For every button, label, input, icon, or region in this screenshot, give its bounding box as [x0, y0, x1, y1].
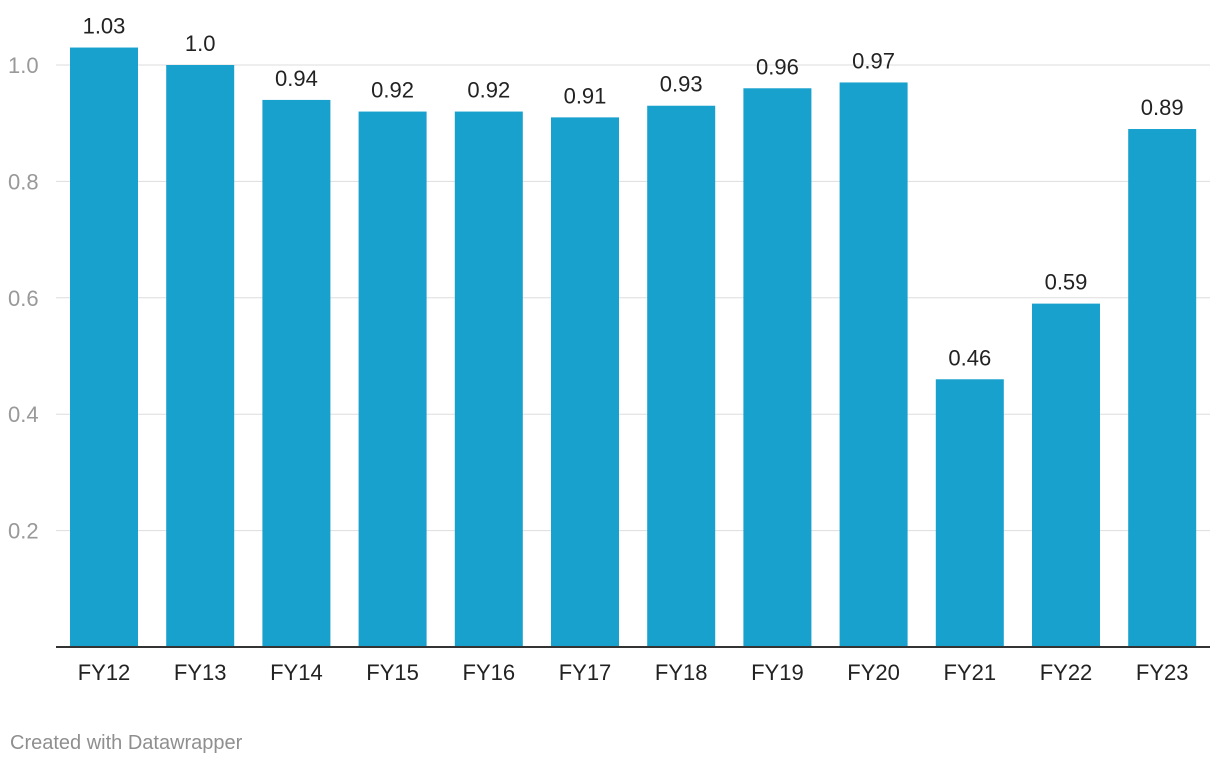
data-label: 0.59 [1045, 270, 1088, 295]
bar-fy13[interactable] [166, 65, 235, 647]
data-label: 0.91 [564, 83, 607, 108]
bar-fy12[interactable] [70, 47, 138, 648]
data-label: 0.46 [948, 345, 991, 370]
bar-fy17[interactable] [551, 117, 619, 647]
axes: FY12 FY13 FY14 FY15 FY16 FY17 FY18 FY19 FY20 FY21… [56, 646, 1210, 685]
data-label: 1.0 [185, 31, 216, 56]
x-tick-label: FY22 [1040, 660, 1093, 685]
bar-fy18[interactable] [647, 105, 716, 648]
data-label: 0.89 [1141, 95, 1184, 120]
x-tick-label: FY14 [270, 660, 323, 685]
data-label: 0.97 [852, 48, 895, 73]
gridlines: 0.2 0.4 0.6 0.8 1.0 [8, 53, 1210, 544]
bar-fy20[interactable] [839, 82, 908, 647]
y-tick-label: 1.0 [8, 53, 39, 78]
x-tick-label: FY19 [751, 660, 804, 685]
bar-fy22[interactable] [1032, 303, 1100, 647]
x-tick-label: FY23 [1136, 660, 1189, 685]
bar-fy19[interactable] [743, 88, 812, 647]
x-tick-label: FY18 [655, 660, 708, 685]
data-label: 0.92 [467, 78, 510, 103]
value-labels: 1.03 1.0 0.94 0.92 0.92 0.91 0.93 0.96 0.97 0.46 0… [83, 14, 1184, 371]
x-tick-label: FY20 [847, 660, 900, 685]
bar-fy16[interactable] [454, 111, 523, 647]
x-tick-label: FY12 [78, 660, 131, 685]
credit-text[interactable]: Created with Datawrapper [10, 732, 243, 754]
bar-chart: 0.20.40.60.81.0 1.031.00.94 0.92 0.92 0.91 0… [8, 14, 1210, 685]
y-tick-label: 0.4 [8, 402, 39, 427]
bar-fy15[interactable] [358, 111, 427, 647]
x-tick-label: FY17 [559, 660, 612, 685]
bars [70, 47, 1197, 648]
data-label: 0.94 [275, 66, 318, 91]
data-label: 0.92 [371, 78, 414, 103]
bar-fy14[interactable] [262, 99, 331, 648]
bar-fy21[interactable] [935, 379, 1004, 647]
y-tick-label: 0.8 [8, 169, 39, 194]
x-tick-label: FY15 [366, 660, 419, 685]
x-tick-label: FY16 [463, 660, 516, 685]
data-label: 0.93 [660, 72, 703, 97]
x-tick-label: FY13 [174, 660, 227, 685]
data-label: 1.03 [83, 14, 126, 39]
bar-fy23[interactable] [1128, 129, 1197, 647]
data-label: 0.96 [756, 54, 799, 79]
y-tick-label: 0.2 [8, 519, 39, 544]
y-tick-label: 0.6 [8, 286, 39, 311]
x-tick-label: FY21 [944, 660, 997, 685]
